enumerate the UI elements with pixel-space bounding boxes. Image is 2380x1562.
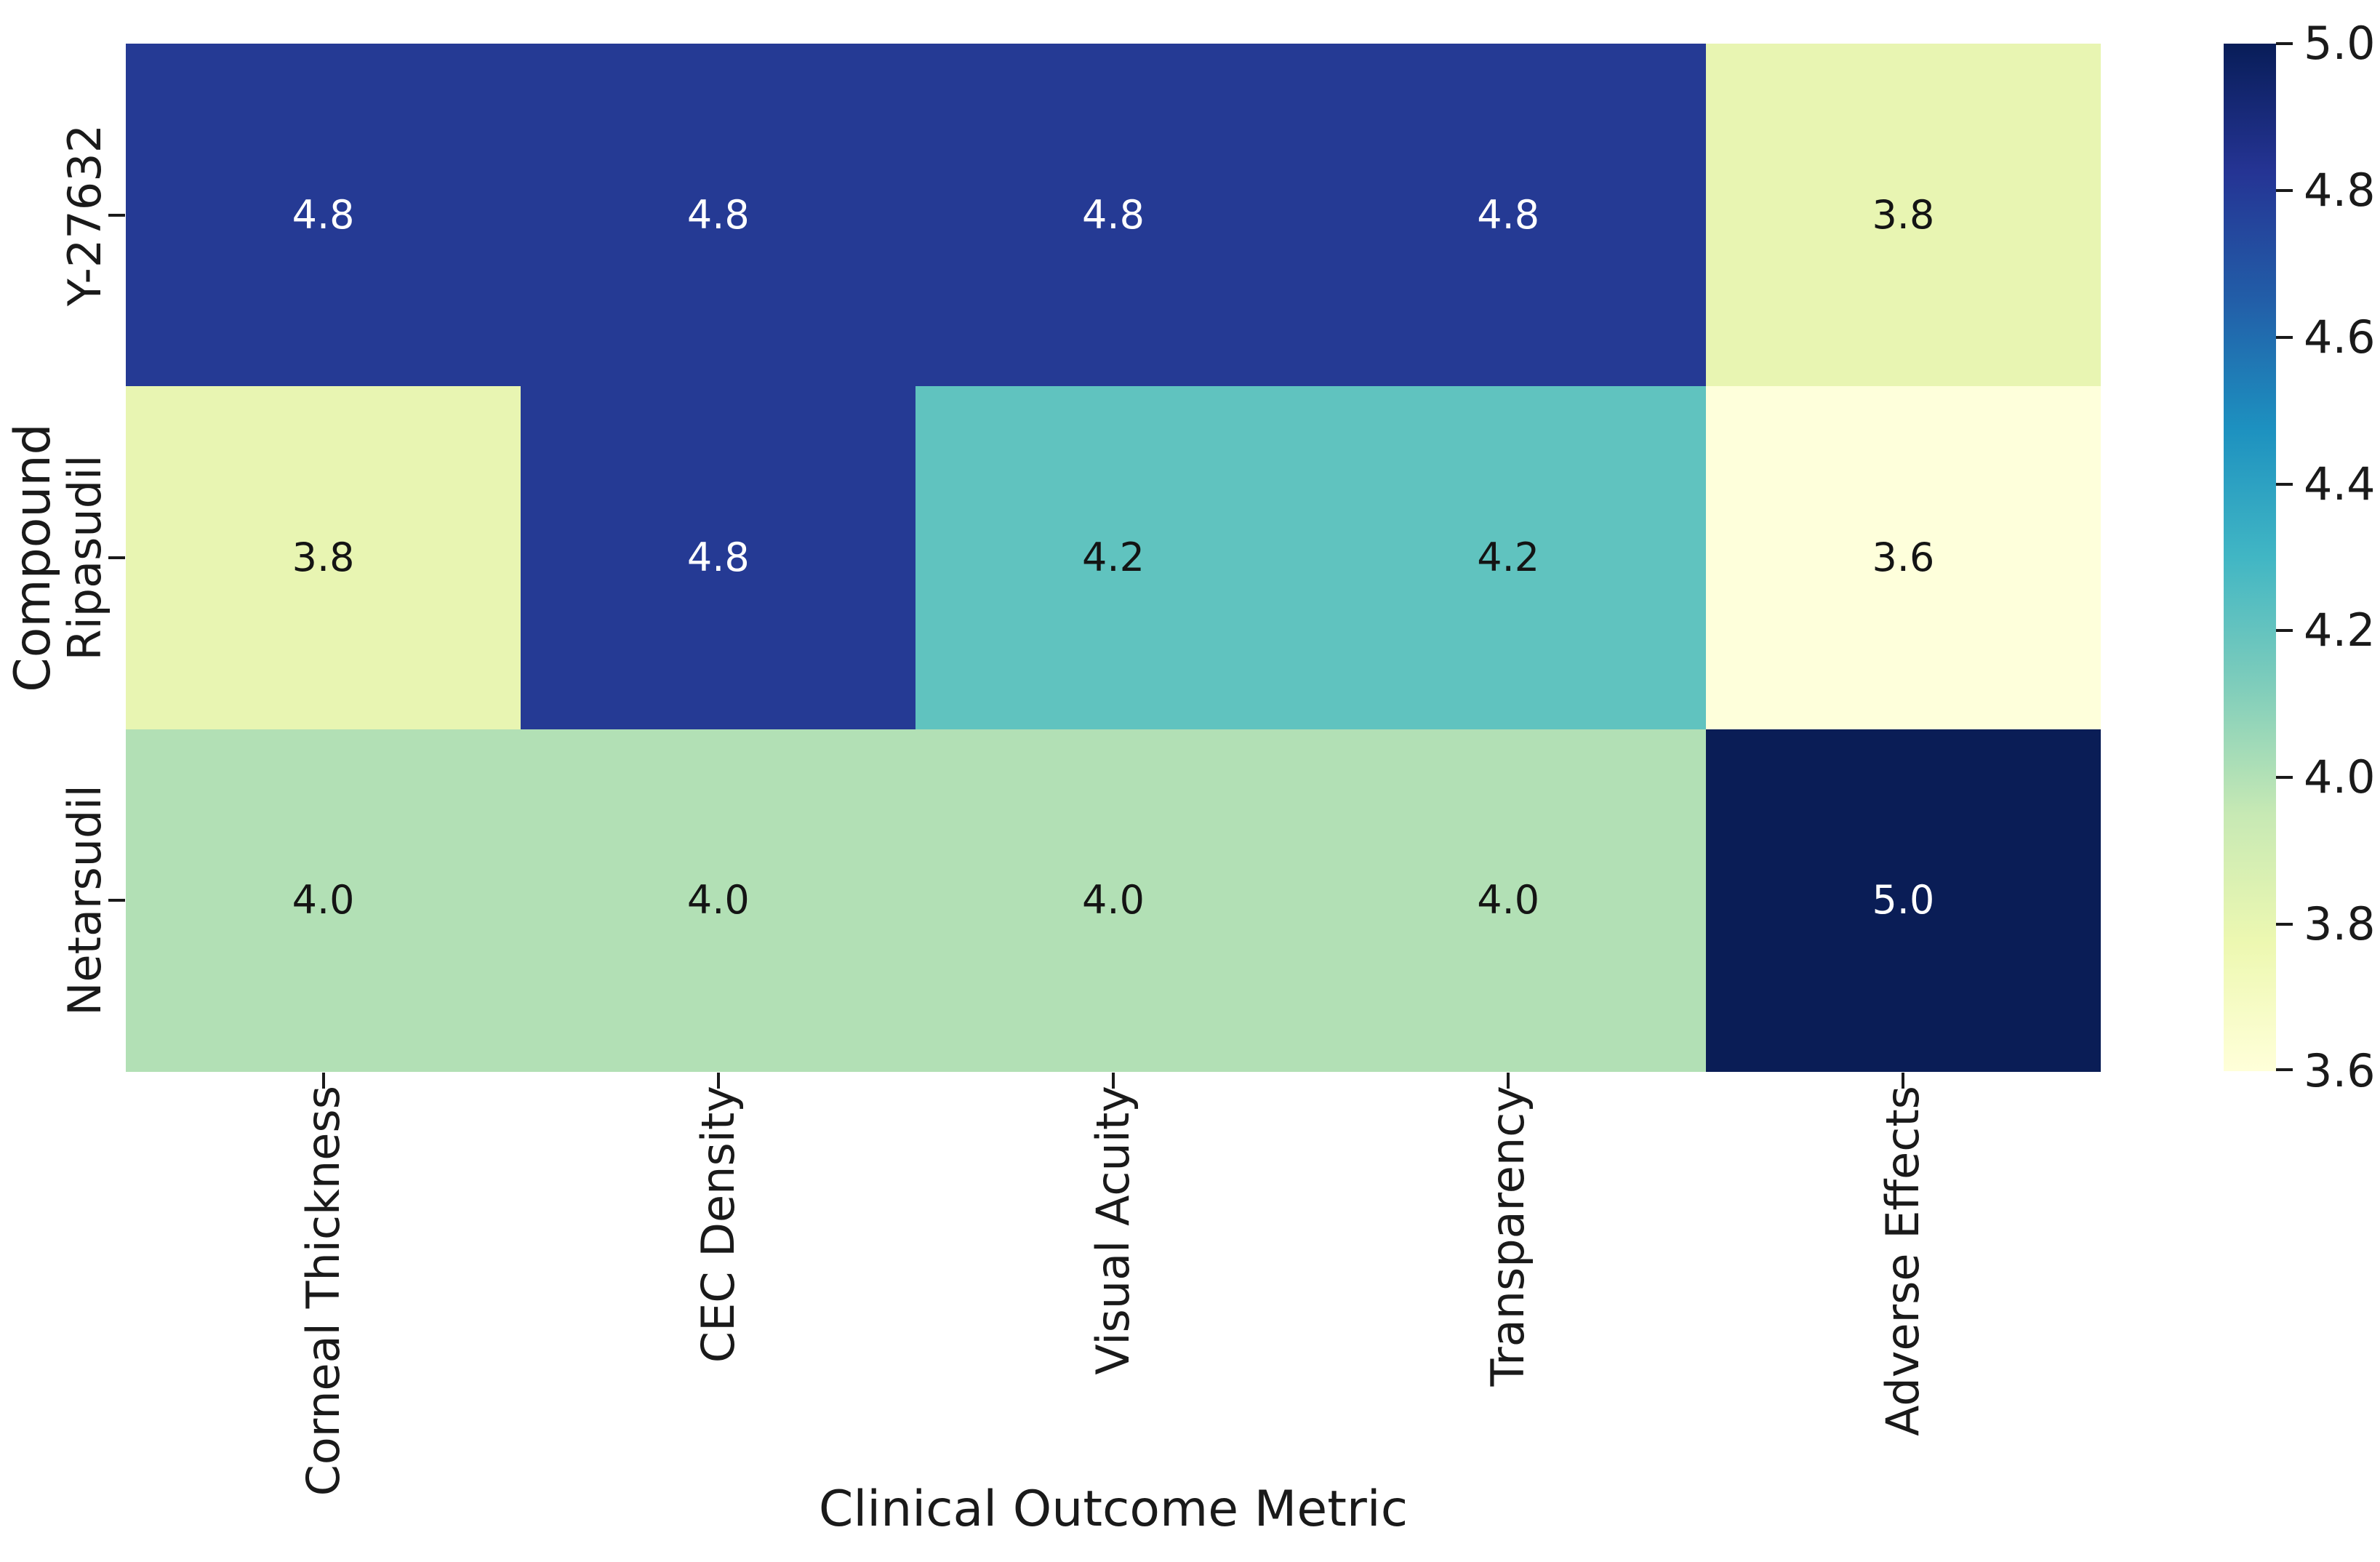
cell-value: 4.0: [1477, 877, 1540, 924]
heatmap-cell-y27632-transparency: 4.8: [1310, 44, 1706, 387]
cell-value: 4.8: [686, 534, 750, 580]
x-tick-label-cec-density: CEC Density: [692, 1086, 745, 1363]
colorbar-tick: [2276, 776, 2293, 779]
y-axis-tick: [108, 556, 125, 559]
y-tick-label-ripasudil: Ripasudil: [58, 454, 111, 661]
heatmap-plot-area: 4.8 4.8 4.8 4.8 3.8 3.8 4.8 4.2 4.2 3.6 …: [126, 44, 2101, 1072]
heatmap-cell-y27632-corneal-thickness: 4.8: [126, 44, 521, 387]
colorbar-tick: [2276, 923, 2293, 926]
colorbar-tick: [2276, 629, 2293, 632]
cell-value: 4.2: [1477, 534, 1540, 580]
colorbar-tick: [2276, 189, 2293, 192]
heatmap-cell-ripasudil-transparency: 4.2: [1310, 386, 1706, 729]
cell-value: 4.8: [1082, 191, 1145, 238]
x-tick-label-visual-acuity: Visual Acuity: [1086, 1086, 1139, 1375]
heatmap-cell-y27632-visual-acuity: 4.8: [915, 44, 1311, 387]
colorbar-tick: [2276, 336, 2293, 339]
x-axis-label: Clinical Outcome Metric: [818, 1481, 1409, 1538]
heatmap-cell-netarsudil-cec-density: 4.0: [521, 729, 916, 1072]
heatmap-cell-y27632-cec-density: 4.8: [521, 44, 916, 387]
x-axis-tick: [1902, 1073, 1904, 1089]
heatmap-cell-ripasudil-adverse-effects: 3.6: [1705, 386, 2101, 729]
heatmap-cell-y27632-adverse-effects: 3.8: [1705, 44, 2101, 387]
heatmap-cell-ripasudil-cec-density: 4.8: [521, 386, 916, 729]
cell-value: 4.0: [292, 877, 355, 924]
colorbar-tick-label: 3.6: [2304, 1044, 2376, 1097]
y-tick-label-netarsudil: Netarsudil: [58, 785, 111, 1016]
heatmap-cell-netarsudil-adverse-effects: 5.0: [1705, 729, 2101, 1072]
cell-value: 4.0: [1082, 877, 1145, 924]
colorbar-tick-label: 4.2: [2304, 604, 2376, 657]
cell-value: 4.0: [686, 877, 750, 924]
y-tick-label-y27632: Y-27632: [58, 124, 111, 307]
cell-value: 5.0: [1872, 877, 1935, 924]
cell-value: 4.8: [686, 191, 750, 238]
colorbar-tick: [2276, 483, 2293, 486]
heatmap-cell-netarsudil-corneal-thickness: 4.0: [126, 729, 521, 1072]
colorbar-tick: [2276, 42, 2293, 45]
cell-value: 3.8: [1872, 191, 1935, 238]
colorbar-tick-label: 4.4: [2304, 457, 2376, 510]
colorbar-tick: [2276, 1068, 2293, 1071]
cell-value: 3.8: [292, 534, 355, 580]
x-axis-tick: [1507, 1073, 1510, 1089]
cell-value: 4.8: [1477, 191, 1540, 238]
x-tick-label-adverse-effects: Adverse Effects: [1876, 1086, 1929, 1436]
x-axis-tick: [322, 1073, 325, 1089]
x-tick-label-transparency: Transparency: [1481, 1086, 1534, 1387]
heatmap-cell-netarsudil-visual-acuity: 4.0: [915, 729, 1311, 1072]
cell-value: 3.6: [1872, 534, 1935, 580]
colorbar-tick-label: 4.8: [2304, 164, 2376, 217]
heatmap-cell-ripasudil-corneal-thickness: 3.8: [126, 386, 521, 729]
y-axis-label: Compound: [4, 423, 62, 692]
colorbar-tick-label: 4.0: [2304, 750, 2376, 804]
y-axis-tick: [108, 899, 125, 902]
colorbar: [2224, 44, 2276, 1071]
x-axis-tick: [717, 1073, 720, 1089]
y-axis-tick: [108, 214, 125, 217]
x-tick-label-corneal-thickness: Corneal Thickness: [297, 1086, 350, 1497]
heatmap-cell-netarsudil-transparency: 4.0: [1310, 729, 1706, 1072]
cell-value: 4.8: [292, 191, 355, 238]
colorbar-tick-label: 5.0: [2304, 17, 2376, 70]
heatmap-cell-ripasudil-visual-acuity: 4.2: [915, 386, 1311, 729]
colorbar-tick-label: 4.6: [2304, 311, 2376, 364]
colorbar-tick-label: 3.8: [2304, 897, 2376, 950]
x-axis-tick: [1112, 1073, 1115, 1089]
cell-value: 4.2: [1082, 534, 1145, 580]
